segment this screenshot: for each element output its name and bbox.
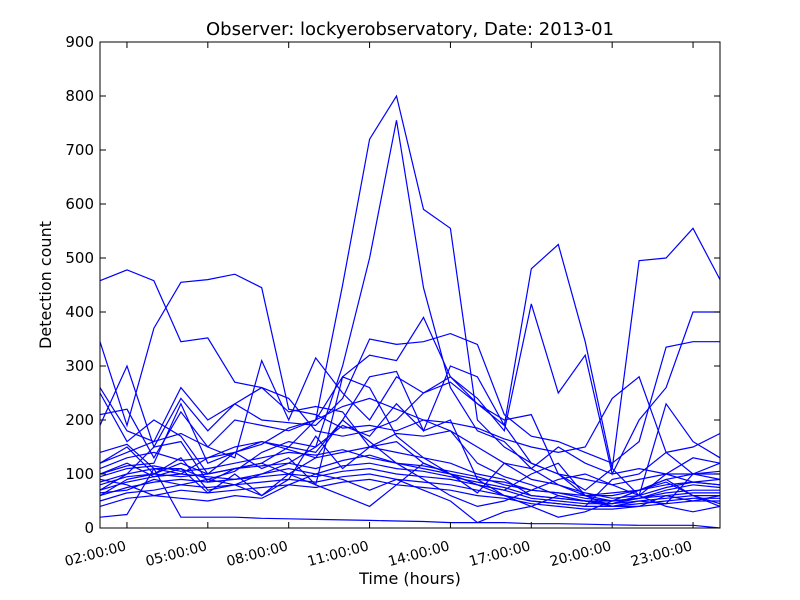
x-axis-label: Time (hours) <box>358 569 461 588</box>
y-tick-label: 500 <box>65 249 94 267</box>
series-line-16 <box>99 467 721 529</box>
series-line-22 <box>99 435 721 497</box>
y-tick-label: 0 <box>84 519 94 537</box>
series-line-3 <box>99 120 720 497</box>
y-tick-label: 100 <box>65 465 94 483</box>
series-line-15 <box>99 478 720 510</box>
series-line-4 <box>99 227 721 469</box>
y-tick-label: 800 <box>65 87 94 105</box>
y-tick-label: 900 <box>65 33 94 51</box>
y-tick-label: 600 <box>65 195 94 213</box>
y-axis-label: Detection count <box>36 221 55 349</box>
series-line-7 <box>99 332 720 464</box>
plot-frame <box>99 41 721 529</box>
y-tick-label: 400 <box>65 303 94 321</box>
chart-title: Observer: lockyerobservatory, Date: 2013… <box>206 19 614 40</box>
series-line-24 <box>99 402 721 518</box>
series-line-21 <box>99 462 721 524</box>
series-line-20 <box>99 419 721 513</box>
series-line-6 <box>99 303 720 476</box>
y-tick-label: 200 <box>65 411 94 429</box>
series-line-13 <box>99 467 720 505</box>
series-line-10 <box>99 449 721 497</box>
series-line-5 <box>99 273 721 454</box>
y-tick-label: 300 <box>65 357 94 375</box>
series-line-19 <box>99 375 721 508</box>
series-line-18 <box>99 397 721 499</box>
y-axis: 0 100 200 300 400 500 600 700 800 900 <box>65 33 720 537</box>
series-layer <box>99 94 721 529</box>
series-line-9 <box>99 430 721 505</box>
series-line-2 <box>99 94 721 497</box>
y-tick-label: 700 <box>65 141 94 159</box>
